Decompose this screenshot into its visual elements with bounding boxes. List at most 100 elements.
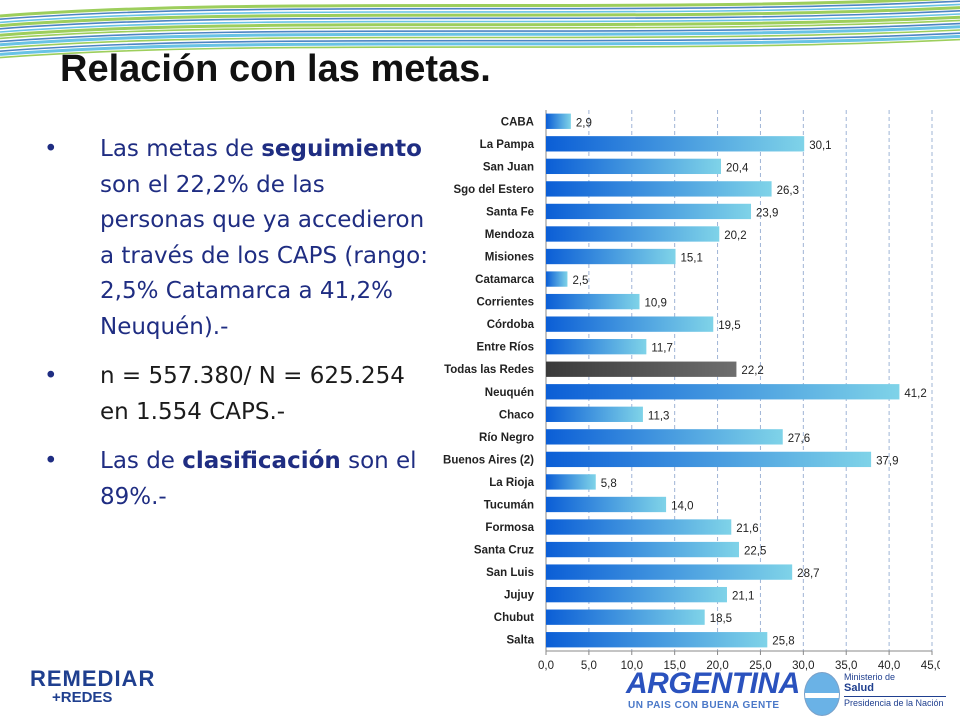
- x-tick-label: 5,0: [581, 660, 597, 672]
- category-label: Santa Fe: [486, 206, 534, 218]
- bar-17: [546, 496, 667, 513]
- bar-20: [546, 564, 793, 580]
- stripe-line: [0, 34, 960, 56]
- category-label: Neuquén: [485, 387, 534, 399]
- category-label: Córdoba: [487, 319, 535, 331]
- national-seal-icon: [804, 672, 840, 716]
- category-label: Buenos Aires (2): [443, 454, 534, 466]
- stripe-line: [0, 0, 960, 20]
- category-label: San Juan: [483, 161, 534, 173]
- value-label: 5,8: [601, 478, 617, 490]
- bullet-dot-icon: •: [44, 363, 58, 389]
- value-label: 10,9: [644, 298, 666, 310]
- bar-19: [546, 541, 739, 558]
- x-tick-label: 0,0: [538, 660, 554, 672]
- category-label: La Pampa: [480, 139, 535, 151]
- bar-14: [546, 429, 783, 445]
- bar-6: [546, 248, 676, 265]
- bar-2: [546, 158, 721, 175]
- value-label: 11,7: [651, 343, 673, 355]
- value-label: 27,6: [788, 433, 810, 445]
- bullet-dot-icon: •: [44, 136, 58, 162]
- category-label: Chaco: [499, 409, 534, 421]
- stripe-line: [0, 10, 960, 30]
- value-label: 20,2: [724, 230, 746, 242]
- x-tick-label: 15,0: [663, 660, 685, 672]
- bullet-3-pre: Las de: [100, 448, 183, 474]
- bullet-2-text: n = 557.380/ N = 625.254 en 1.554 CAPS.-: [100, 363, 405, 425]
- bullet-list: • Las metas de seguimiento son el 22,2% …: [40, 132, 430, 529]
- stripe-line: [0, 19, 960, 40]
- category-label: Salta: [507, 635, 535, 647]
- category-label: Tucumán: [484, 499, 534, 511]
- value-label: 37,9: [876, 455, 898, 467]
- stripe-line: [0, 22, 960, 43]
- bullet-1-strong: seguimiento: [261, 136, 422, 162]
- x-tick-label: 20,0: [706, 660, 728, 672]
- bar-9: [546, 316, 714, 332]
- remediar-logo: REMEDIAR +REDES: [30, 668, 155, 706]
- bar-15: [546, 451, 872, 468]
- value-label: 23,9: [756, 207, 778, 219]
- stripe-line: [0, 25, 960, 47]
- bar-10: [546, 339, 647, 355]
- category-label: Catamarca: [475, 274, 534, 286]
- category-label: Todas las Redes: [444, 364, 534, 376]
- argentina-logo-subtext: UN PAIS CON BUENA GENTE: [628, 700, 780, 711]
- bullet-item-n: • n = 557.380/ N = 625.254 en 1.554 CAPS…: [40, 359, 430, 430]
- stripe-line: [0, 6, 960, 28]
- category-label: Mendoza: [485, 229, 535, 241]
- value-label: 21,1: [732, 591, 754, 603]
- value-label: 26,3: [777, 185, 799, 197]
- ministry-line-1: Ministerio de: [844, 672, 896, 682]
- value-label: 2,5: [572, 275, 588, 287]
- bar-16: [546, 474, 596, 490]
- bullet-3-strong: clasificación: [182, 448, 341, 474]
- bullet-item-clasificacion: • Las de clasificación son el 89%.-: [40, 444, 430, 515]
- bullet-dot-icon: •: [44, 448, 58, 474]
- bar-21: [546, 586, 727, 603]
- bar-18: [546, 519, 732, 535]
- argentina-logo-block: ARGENTINA UN PAIS CON BUENA GENTE Minist…: [626, 668, 946, 718]
- argentina-logo-text: ARGENTINA: [626, 667, 800, 700]
- bar-23: [546, 632, 768, 648]
- bar-3: [546, 181, 772, 197]
- value-label: 22,2: [741, 365, 763, 377]
- category-label: Chubut: [494, 612, 534, 624]
- ministry-line-3: Presidencia de la Nación: [844, 696, 946, 709]
- value-label: 15,1: [681, 253, 703, 265]
- value-label: 21,6: [736, 523, 758, 535]
- bar-7: [546, 271, 568, 287]
- value-label: 11,3: [648, 410, 670, 422]
- bar-12: [546, 384, 900, 400]
- bullet-3-post: son el 89%.-: [100, 448, 417, 510]
- value-label: 30,1: [809, 140, 831, 152]
- bullet-1-post: son el 22,2% de las personas que ya acce…: [100, 171, 428, 340]
- category-label: San Luis: [486, 567, 534, 579]
- stripe-line: [0, 0, 949, 18]
- x-tick-label: 35,0: [835, 660, 857, 672]
- bullet-item-seguimiento: • Las metas de seguimiento son el 22,2% …: [40, 132, 430, 345]
- bar-8: [546, 293, 640, 310]
- redes-logo-text: +REDES: [52, 689, 113, 706]
- x-tick-label: 10,0: [621, 660, 643, 672]
- category-label: Corrientes: [476, 297, 534, 309]
- value-label: 22,5: [744, 546, 766, 558]
- x-tick-label: 30,0: [792, 660, 814, 672]
- bar-22: [546, 609, 705, 625]
- x-tick-label: 45,0: [921, 660, 940, 672]
- category-label: Santa Cruz: [474, 545, 534, 557]
- slide-title: Relación con las metas.: [60, 48, 491, 90]
- remediar-logo-text: REMEDIAR: [30, 666, 156, 691]
- value-label: 41,2: [904, 388, 926, 400]
- category-label: Entre Ríos: [476, 342, 534, 354]
- stripe-line: [0, 3, 960, 24]
- bar-1: [546, 136, 805, 152]
- value-label: 20,4: [726, 162, 749, 174]
- stripe-line: [0, 32, 960, 52]
- stripe-line: [0, 13, 960, 33]
- bar-11: [546, 361, 737, 377]
- category-label: La Rioja: [489, 477, 534, 489]
- value-label: 28,7: [797, 568, 819, 580]
- category-label: Jujuy: [504, 590, 535, 602]
